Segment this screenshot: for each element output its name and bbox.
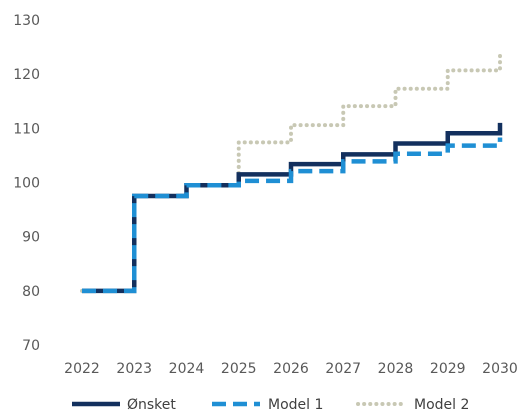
- y-axis-ticks: 70 80 90 100 110 120 130: [13, 13, 40, 354]
- x-tick-label: 2029: [430, 361, 466, 377]
- legend-label: Model 1: [268, 397, 323, 412]
- series-lines: [80, 50, 503, 294]
- legend: Ønsket Model 1 Model 2: [72, 397, 469, 412]
- y-tick-label: 100: [13, 176, 40, 192]
- x-tick-label: 2022: [64, 361, 100, 377]
- x-tick-label: 2023: [116, 361, 152, 377]
- legend-label: Model 2: [414, 397, 469, 412]
- x-tick-label: 2024: [169, 361, 205, 377]
- x-tick-label: 2025: [221, 361, 257, 377]
- y-tick-label: 70: [22, 338, 40, 354]
- y-tick-label: 120: [13, 67, 40, 83]
- y-tick-label: 130: [13, 13, 40, 29]
- series-line-ønsket: [82, 122, 503, 294]
- x-tick-label: 2028: [378, 361, 414, 377]
- series-line-model-1: [82, 137, 503, 294]
- legend-label: Ønsket: [127, 397, 176, 412]
- x-tick-label: 2030: [482, 361, 518, 377]
- y-tick-label: 80: [22, 284, 40, 300]
- x-tick-label: 2027: [325, 361, 361, 377]
- y-tick-label: 110: [13, 121, 40, 137]
- x-axis-ticks: 2022 2023 2024 2025 2026 2027 2028 2029 2030: [64, 361, 518, 377]
- x-tick-label: 2026: [273, 361, 309, 377]
- y-tick-label: 90: [22, 230, 40, 246]
